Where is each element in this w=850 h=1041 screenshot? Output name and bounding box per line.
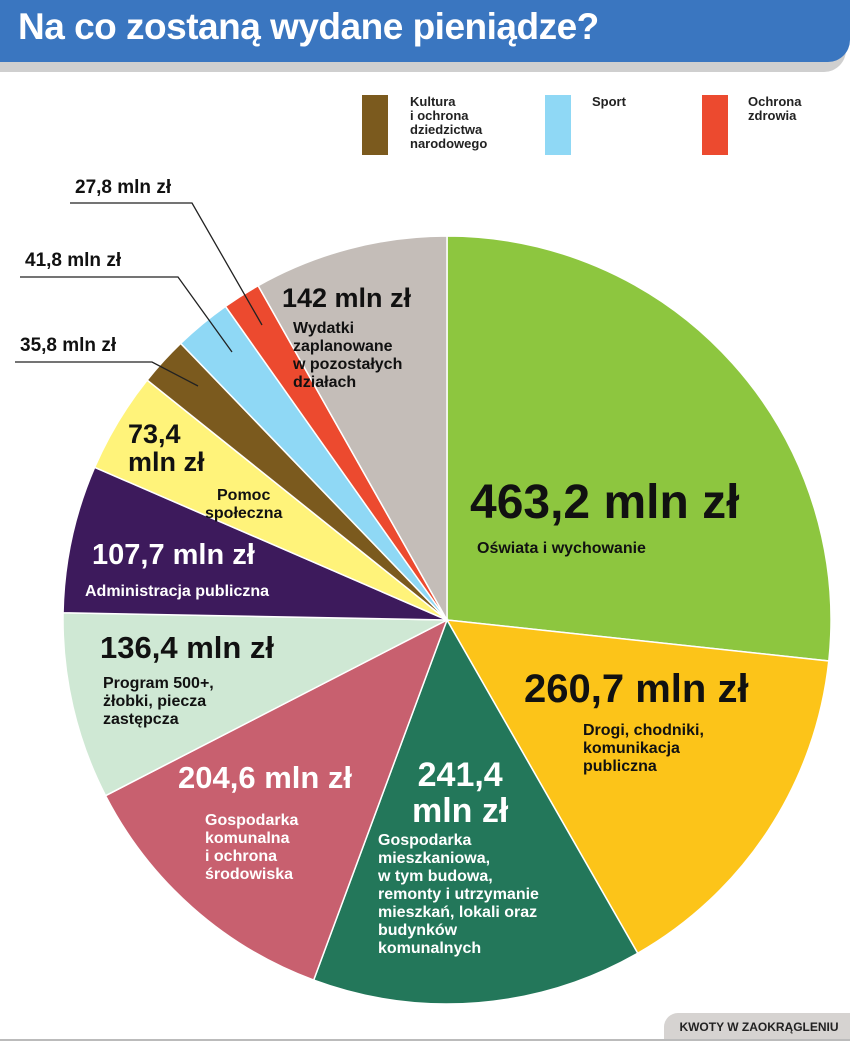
legend-label-sport: Sport — [592, 94, 626, 109]
value-label-other: 142 mln zł — [282, 283, 412, 313]
legend-swatch-health — [702, 95, 728, 155]
leader-line-culture — [15, 361, 199, 387]
value-label-roads: 260,7 mln zł — [524, 667, 749, 711]
category-label-housing: Gospodarka mieszkaniowa, w tym budowa, r… — [378, 832, 539, 957]
category-label-municipal: Gospodarka komunalna i ochrona środowisk… — [205, 812, 299, 883]
category-label-administration: Administracja publiczna — [85, 583, 270, 600]
value-label-health: 27,8 mln zł — [75, 177, 172, 198]
leader-line-sport — [20, 276, 233, 353]
page-title: Na co zostaną wydane pieniądze? — [18, 6, 599, 47]
legend-label-culture: Kultura i ochrona dziedzictwa narodowego — [410, 94, 488, 151]
value-label-municipal: 204,6 mln zł — [178, 760, 353, 795]
pie-slice-3 — [104, 618, 449, 982]
footer-divider — [0, 1039, 850, 1041]
category-label-education: Oświata i wychowanie — [477, 540, 646, 557]
pie-slice-5 — [62, 466, 448, 621]
value-label-administration: 107,7 mln zł — [92, 539, 255, 571]
header-bar: Na co zostaną wydane pieniądze? — [0, 0, 850, 62]
category-label-social: Pomoc społeczna — [205, 487, 283, 522]
value-label-social: 73,4 mln zł — [128, 419, 205, 478]
legend-swatch-culture — [362, 95, 388, 155]
category-label-500plus: Program 500+, żłobki, piecza zastępcza — [103, 675, 214, 728]
category-label-other: Wydatki zaplanowane w pozostałych działa… — [293, 320, 403, 391]
leader-line-health — [70, 202, 263, 326]
category-label-roads: Drogi, chodniki, komunikacja publiczna — [583, 722, 704, 775]
value-label-housing: 241,4 mln zł — [412, 756, 509, 830]
pie-slice-10 — [257, 235, 448, 623]
rounding-note: KWOTY W ZAOKRĄGLENIU — [664, 1013, 850, 1041]
value-label-culture: 35,8 mln zł — [20, 335, 117, 356]
pie-slice-2 — [312, 618, 639, 1005]
value-label-education: 463,2 mln zł — [470, 476, 740, 529]
pie-slice-4 — [62, 612, 448, 797]
value-label-sport: 41,8 mln zł — [25, 250, 122, 271]
value-label-500plus: 136,4 mln zł — [100, 630, 275, 665]
pie-slice-0 — [446, 235, 832, 662]
pie-slice-1 — [445, 619, 830, 955]
legend-swatch-sport — [545, 95, 571, 155]
legend-label-health: Ochrona zdrowia — [748, 94, 802, 123]
